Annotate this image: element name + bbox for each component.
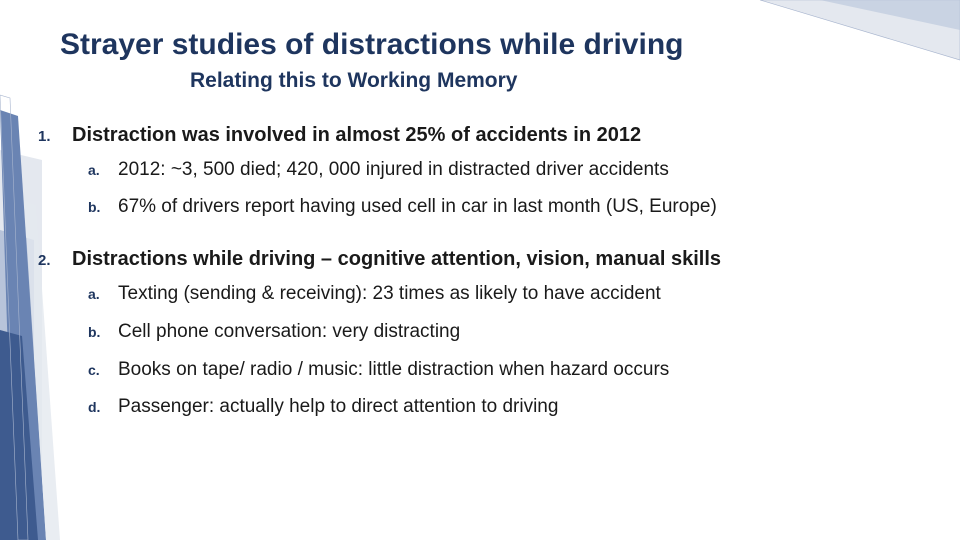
list-item: b. Cell phone conversation: very distrac… xyxy=(88,320,920,344)
list-item: 1. Distraction was involved in almost 25… xyxy=(30,123,920,148)
list-text: 67% of drivers report having used cell i… xyxy=(118,195,717,219)
list-marker: b. xyxy=(88,199,118,215)
list-item: c. Books on tape/ radio / music: little … xyxy=(88,358,920,382)
list-marker: 1. xyxy=(30,128,72,145)
list-text: Books on tape/ radio / music: little dis… xyxy=(118,358,669,382)
list-text: Distraction was involved in almost 25% o… xyxy=(72,123,641,148)
list-text: Distractions while driving – cognitive a… xyxy=(72,247,721,272)
list-text: 2012: ~3, 500 died; 420, 000 injured in … xyxy=(118,158,669,182)
list-item: d. Passenger: actually help to direct at… xyxy=(88,395,920,419)
sub-list: a. Texting (sending & receiving): 23 tim… xyxy=(88,282,920,419)
slide-content: Strayer studies of distractions while dr… xyxy=(0,0,960,467)
list-marker: a. xyxy=(88,162,118,178)
list-text: Texting (sending & receiving): 23 times … xyxy=(118,282,661,306)
list-marker: 2. xyxy=(30,252,72,269)
slide-title: Strayer studies of distractions while dr… xyxy=(60,28,920,63)
list-item: 2. Distractions while driving – cognitiv… xyxy=(30,247,920,272)
list-item: a. 2012: ~3, 500 died; 420, 000 injured … xyxy=(88,158,920,182)
list-marker: d. xyxy=(88,399,118,415)
list-item: a. Texting (sending & receiving): 23 tim… xyxy=(88,282,920,306)
list-marker: c. xyxy=(88,362,118,378)
list-item: b. 67% of drivers report having used cel… xyxy=(88,195,920,219)
list-marker: b. xyxy=(88,324,118,340)
list-text: Passenger: actually help to direct atten… xyxy=(118,395,558,419)
slide-subtitle: Relating this to Working Memory xyxy=(190,69,920,93)
list-text: Cell phone conversation: very distractin… xyxy=(118,320,460,344)
list-marker: a. xyxy=(88,286,118,302)
sub-list: a. 2012: ~3, 500 died; 420, 000 injured … xyxy=(88,158,920,220)
outline-list: 1. Distraction was involved in almost 25… xyxy=(30,123,920,420)
